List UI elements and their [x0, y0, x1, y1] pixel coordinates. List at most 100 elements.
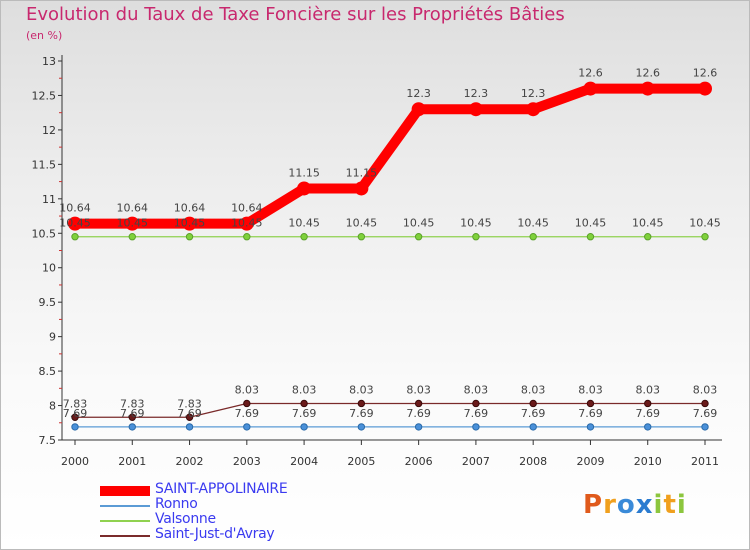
data-point [71, 233, 79, 241]
y-tick-label: 12 [42, 124, 56, 137]
data-label: 8.03 [693, 383, 718, 396]
legend-swatch [100, 505, 150, 507]
data-point [583, 81, 598, 96]
data-point [128, 413, 136, 421]
legend-swatch [100, 486, 150, 496]
y-tick-label: 12.5 [32, 89, 57, 102]
data-label: 7.83 [120, 397, 145, 410]
y-tick-label: 9 [49, 331, 56, 344]
data-point [701, 233, 709, 241]
data-point [472, 399, 480, 408]
x-tick-label: 2002 [176, 455, 204, 468]
y-tick-label: 7.5 [39, 434, 57, 447]
legend-label: Valsonne [155, 511, 216, 527]
data-point [701, 423, 709, 431]
data-point [71, 413, 79, 421]
legend-swatch [100, 535, 150, 537]
logo-letter: t [663, 490, 677, 520]
logo-letter: o [616, 490, 636, 520]
y-tick-label: 10.5 [32, 227, 57, 240]
data-label: 8.03 [235, 383, 260, 396]
data-label: 10.64 [231, 202, 263, 215]
data-point [297, 181, 312, 196]
data-point [414, 233, 423, 241]
logo-letter: i [676, 490, 687, 520]
data-point [529, 233, 537, 241]
data-point [701, 399, 709, 408]
data-point [354, 181, 369, 196]
y-tick-label: 11 [42, 193, 56, 206]
data-label: 8.03 [292, 383, 317, 396]
data-point [68, 216, 82, 231]
data-label: 7.69 [235, 407, 260, 420]
legend-label: SAINT-APPOLINAIRE [155, 481, 288, 497]
data-label: 7.83 [63, 397, 88, 410]
data-label: 12.6 [635, 67, 660, 80]
data-label: 7.69 [521, 407, 546, 420]
y-tick-label: 11.5 [32, 158, 57, 171]
legend-label: Ronno [155, 496, 198, 512]
y-tick-label: 9.5 [39, 296, 57, 309]
proxiti-logo: Proxiti [583, 490, 687, 520]
x-tick-label: 2011 [691, 455, 719, 468]
data-point [128, 233, 136, 241]
data-point [182, 216, 197, 231]
data-label: 10.45 [288, 217, 320, 230]
data-label: 7.69 [120, 407, 145, 420]
data-point [300, 423, 308, 431]
data-label: 10.45 [231, 217, 263, 230]
x-tick-label: 2007 [462, 455, 490, 468]
data-point [698, 81, 712, 96]
data-point [640, 81, 655, 96]
data-point [644, 423, 652, 431]
x-tick-label: 2009 [576, 455, 604, 468]
data-point [239, 216, 254, 231]
data-label: 10.45 [460, 217, 492, 230]
data-point [526, 102, 541, 117]
y-tick-label: 8 [49, 400, 56, 413]
data-label: 12.6 [693, 67, 718, 80]
data-point [586, 399, 595, 408]
y-tick-label: 10 [42, 262, 56, 275]
data-label: 7.69 [693, 407, 718, 420]
data-label: 8.03 [521, 383, 546, 396]
data-label: 8.03 [464, 383, 489, 396]
data-point [300, 399, 308, 408]
legend-label: Saint-Just-d'Avray [155, 526, 275, 542]
data-point [243, 423, 251, 431]
data-point [414, 399, 423, 408]
data-point [472, 423, 480, 431]
legend-swatch [100, 520, 150, 522]
data-label: 10.45 [59, 217, 91, 230]
x-tick-label: 2004 [290, 455, 318, 468]
logo-letter: P [583, 490, 604, 520]
chart-unit-label: (en %) [26, 29, 63, 42]
x-tick-label: 2008 [519, 455, 547, 468]
data-label: 12.3 [464, 87, 489, 100]
data-label: 10.45 [517, 217, 549, 230]
data-label: 10.45 [174, 217, 206, 230]
data-label: 10.45 [346, 217, 378, 230]
data-label: 7.69 [63, 407, 88, 420]
data-label: 10.64 [174, 202, 206, 215]
data-point [529, 423, 537, 431]
data-label: 10.45 [632, 217, 664, 230]
data-point [414, 423, 423, 431]
data-label: 12.6 [578, 67, 603, 80]
data-label: 7.69 [464, 407, 489, 420]
data-point [185, 423, 194, 431]
data-point [411, 102, 426, 117]
series-line [70, 83, 710, 229]
data-label: 8.03 [406, 383, 431, 396]
x-tick-label: 2001 [118, 455, 146, 468]
data-label: 12.3 [406, 87, 431, 100]
x-tick-label: 2006 [405, 455, 433, 468]
data-label: 10.45 [117, 217, 149, 230]
data-point [300, 233, 308, 241]
data-point [185, 233, 194, 241]
data-point [125, 216, 140, 231]
x-tick-label: 2003 [233, 455, 261, 468]
data-point [468, 102, 483, 117]
data-label: 11.15 [346, 166, 378, 179]
data-point [586, 233, 595, 241]
